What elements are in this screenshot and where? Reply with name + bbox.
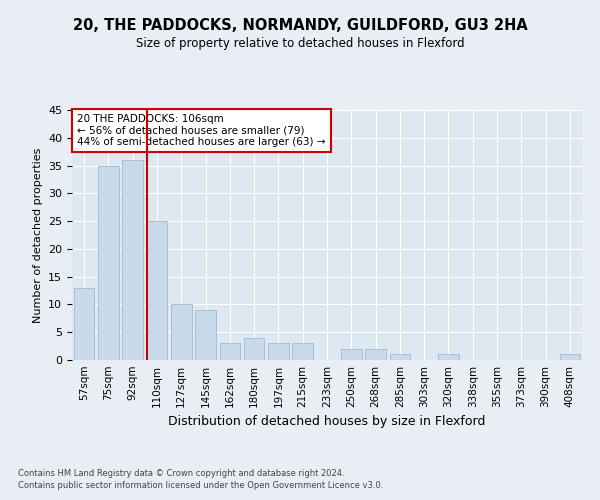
Bar — [365, 349, 386, 360]
Bar — [244, 338, 265, 360]
X-axis label: Distribution of detached houses by size in Flexford: Distribution of detached houses by size … — [169, 416, 485, 428]
Text: Contains public sector information licensed under the Open Government Licence v3: Contains public sector information licen… — [18, 481, 383, 490]
Y-axis label: Number of detached properties: Number of detached properties — [32, 148, 43, 322]
Text: Size of property relative to detached houses in Flexford: Size of property relative to detached ho… — [136, 38, 464, 51]
Bar — [122, 160, 143, 360]
Bar — [220, 344, 240, 360]
Bar — [341, 349, 362, 360]
Bar — [98, 166, 119, 360]
Bar — [146, 221, 167, 360]
Bar — [74, 288, 94, 360]
Text: Contains HM Land Registry data © Crown copyright and database right 2024.: Contains HM Land Registry data © Crown c… — [18, 468, 344, 477]
Bar — [389, 354, 410, 360]
Bar — [195, 310, 216, 360]
Bar — [268, 344, 289, 360]
Text: 20 THE PADDOCKS: 106sqm
← 56% of detached houses are smaller (79)
44% of semi-de: 20 THE PADDOCKS: 106sqm ← 56% of detache… — [77, 114, 326, 147]
Bar — [560, 354, 580, 360]
Text: 20, THE PADDOCKS, NORMANDY, GUILDFORD, GU3 2HA: 20, THE PADDOCKS, NORMANDY, GUILDFORD, G… — [73, 18, 527, 32]
Bar — [438, 354, 459, 360]
Bar — [292, 344, 313, 360]
Bar — [171, 304, 191, 360]
